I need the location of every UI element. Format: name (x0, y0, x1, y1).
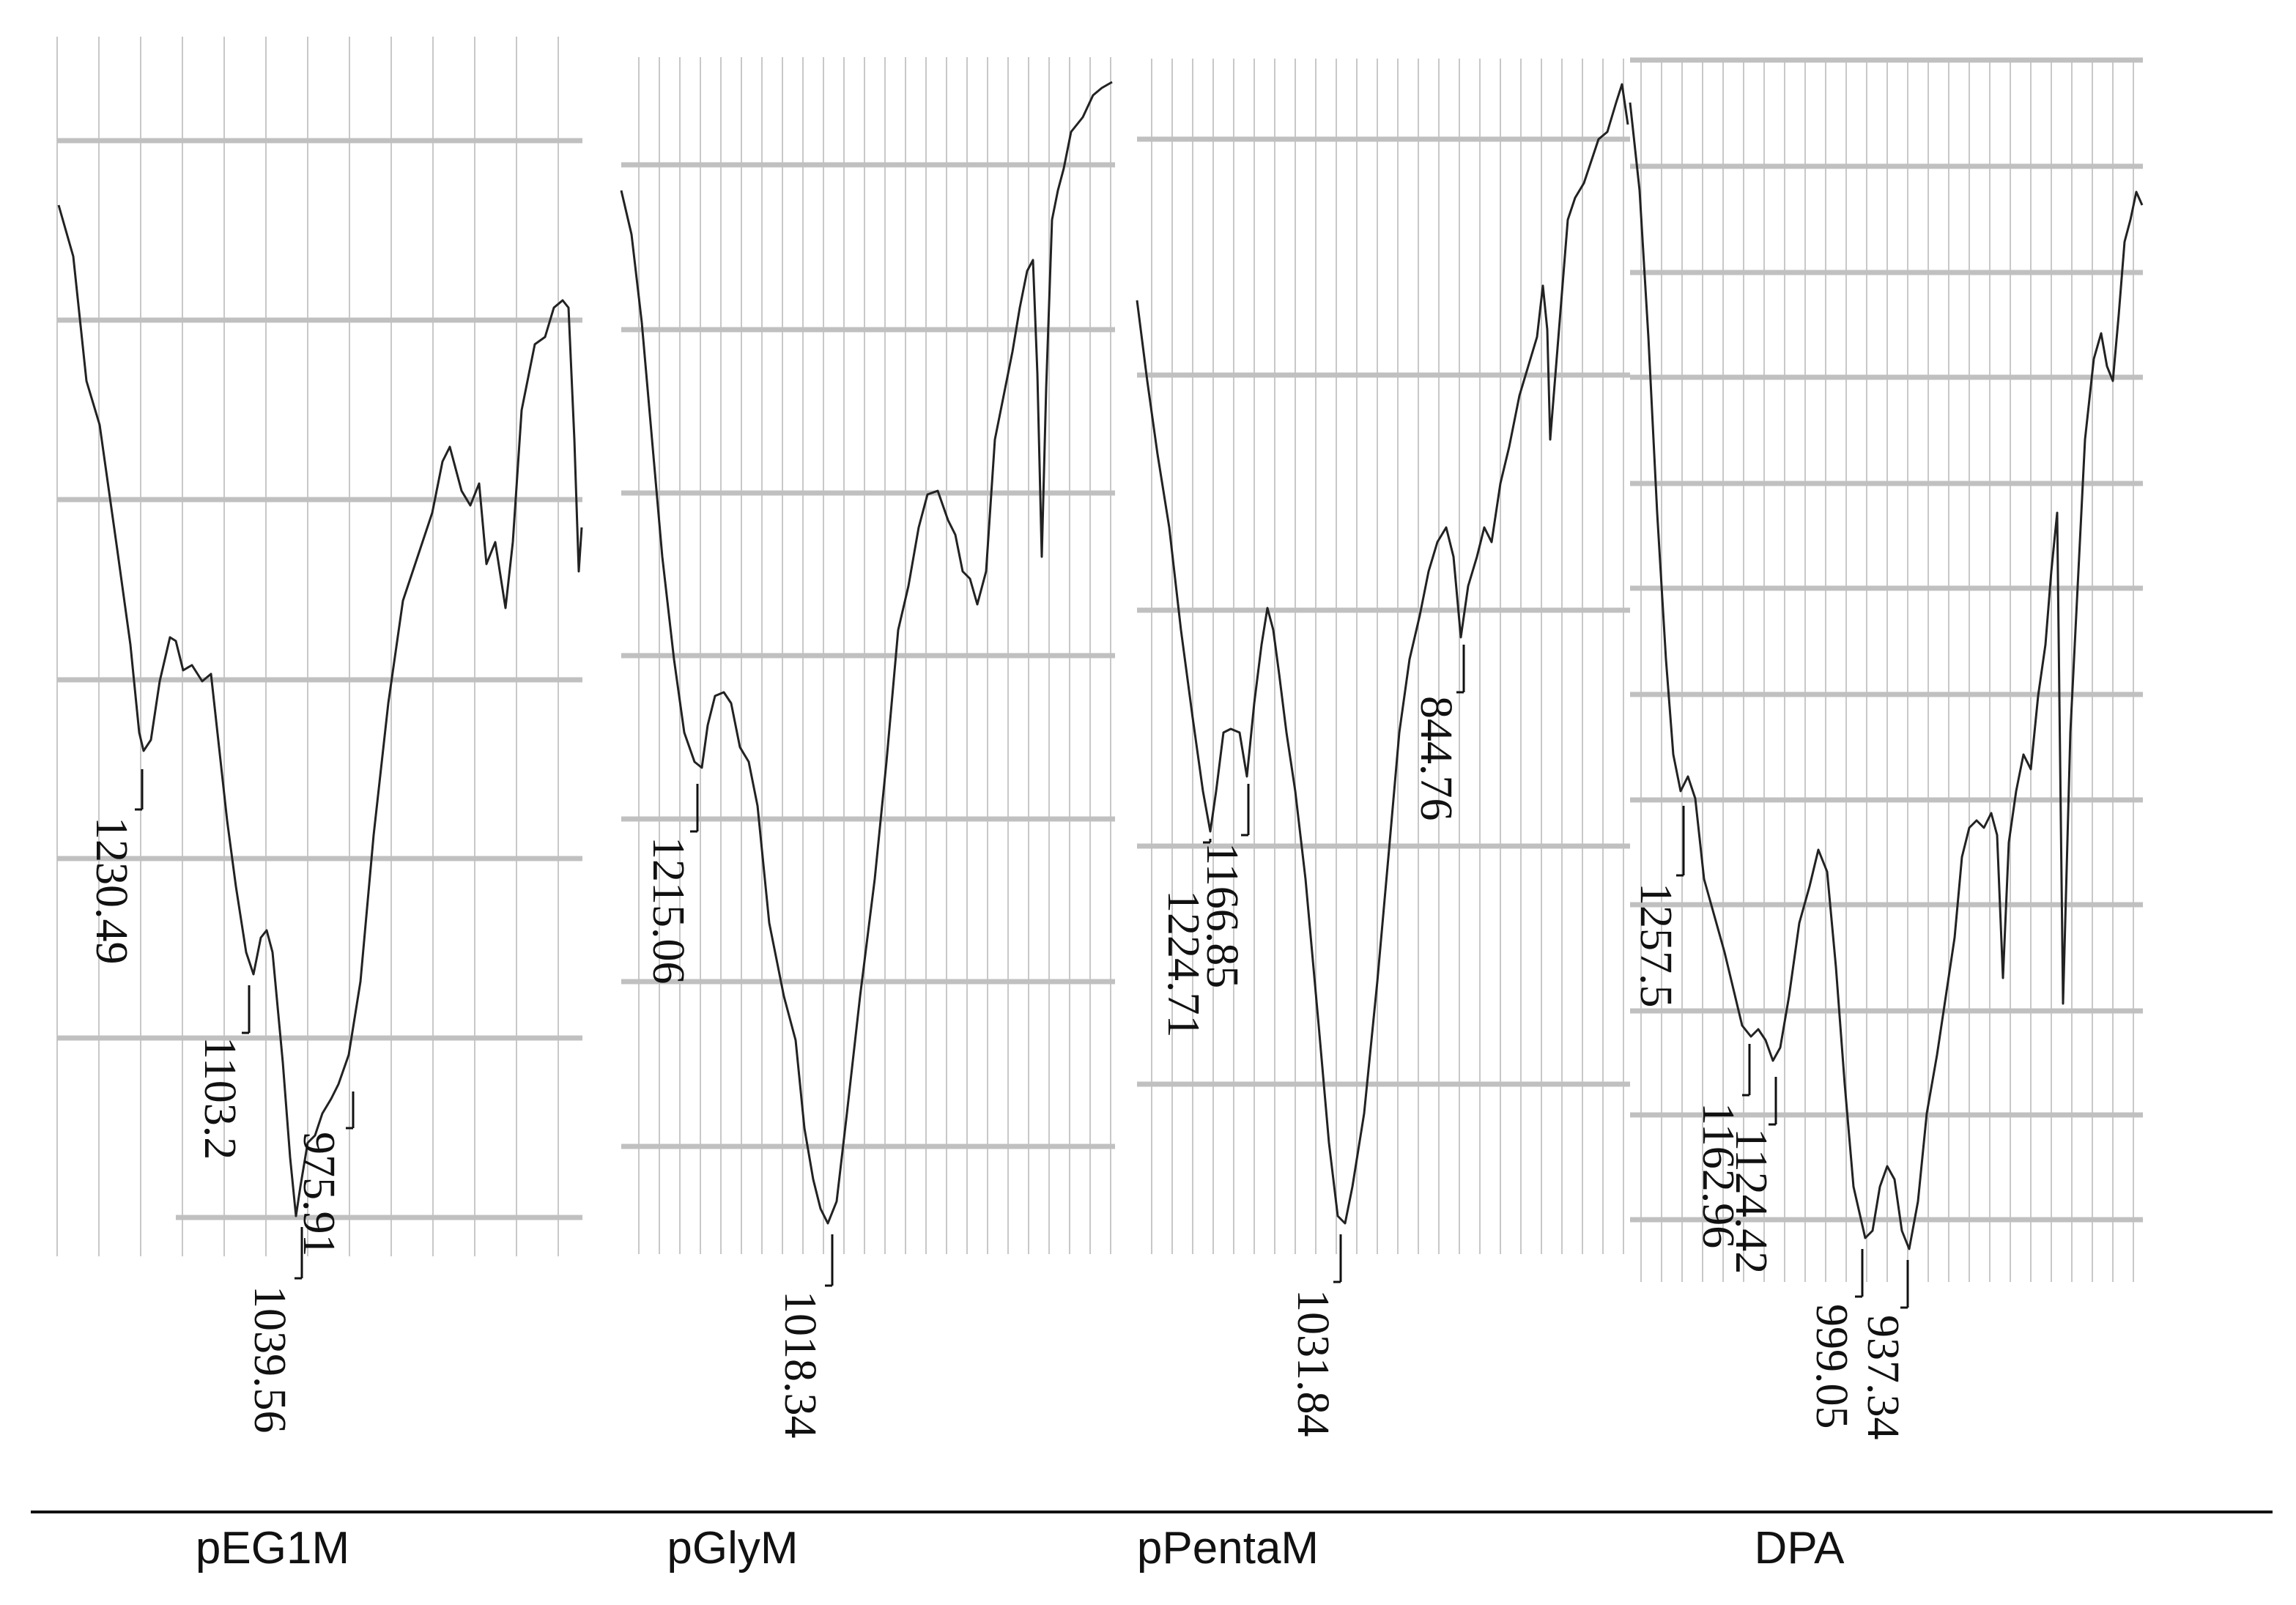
peak-label: 1103.2 (195, 1037, 245, 1160)
panel-label-pEG1M: pEG1M (195, 1523, 350, 1574)
spectrum-trace (57, 204, 583, 1217)
spectrum-trace (1629, 102, 2144, 1250)
peak-label: 999.05 (1807, 1304, 1856, 1429)
panel-pGlyM: 1215.06 1018.34 (620, 57, 1115, 1439)
peak-labels: 1215.06 1018.34 (643, 784, 834, 1439)
peak-label: 1257.5 (1631, 883, 1681, 1008)
peak-label: 1215.06 (643, 837, 693, 985)
peak-label: 937.34 (1858, 1315, 1908, 1440)
baseline-rule (31, 1511, 2273, 1513)
spectrum-trace (1136, 83, 1629, 1225)
peak-label: 1039.56 (245, 1286, 295, 1434)
panel-label-DPA: DPA (1754, 1523, 1845, 1574)
panel-pEG1M: 1230.49 1103.2 1039.56 975.91 (56, 37, 583, 1434)
spectrum-trace (620, 81, 1113, 1225)
peak-label: 1162.96 (1693, 1102, 1743, 1248)
peak-label: 1166.85 (1197, 842, 1247, 988)
vertical-gridlines (1640, 59, 2134, 1282)
vertical-gridlines (1151, 59, 1624, 1254)
peak-label: 1224.71 (1158, 890, 1208, 1038)
peak-label: 975.91 (294, 1132, 344, 1257)
peak-label: 1031.84 (1288, 1289, 1338, 1437)
peak-label: 1124.42 (1726, 1128, 1776, 1274)
peak-labels: 1230.49 1103.2 1039.56 975.91 (86, 769, 355, 1434)
panel-label-pPentaM: pPentaM (1136, 1523, 1319, 1574)
vertical-gridlines (56, 37, 559, 1256)
peak-label: 1230.49 (86, 817, 136, 965)
horizontal-gridlines (57, 138, 582, 1220)
panel-label-pGlyM: pGlyM (667, 1523, 799, 1574)
peak-label: 844.76 (1411, 696, 1461, 821)
horizontal-gridlines (1630, 57, 2143, 1223)
horizontal-gridlines (621, 162, 1115, 1149)
peak-label: 1018.34 (775, 1291, 825, 1439)
